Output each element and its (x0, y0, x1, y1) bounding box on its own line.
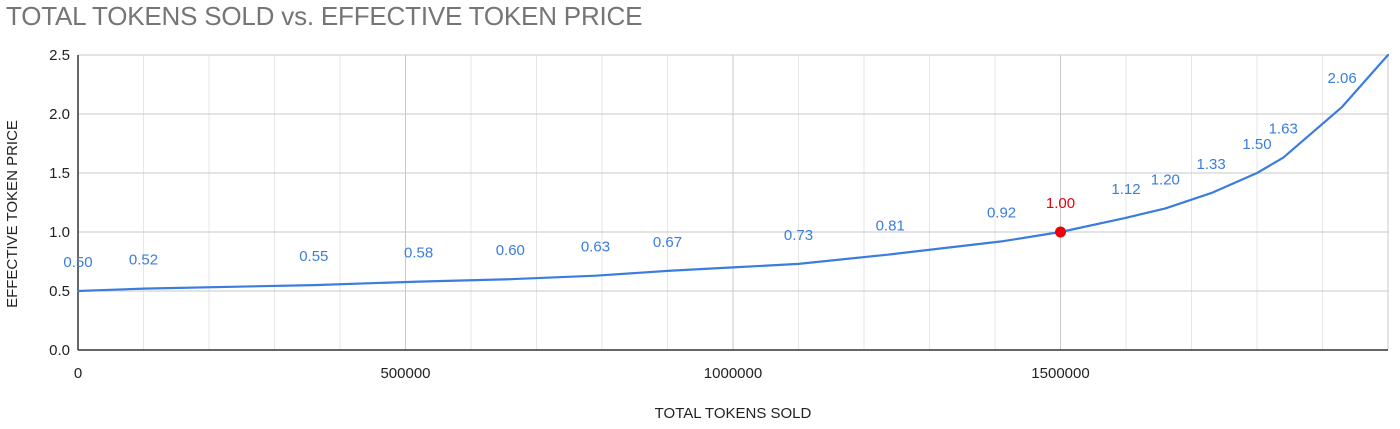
axes (77, 55, 1388, 351)
series-line (76, 53, 1390, 293)
data-label: 0.73 (784, 227, 813, 244)
data-label: 1.33 (1197, 156, 1226, 173)
data-label: 1.63 (1269, 121, 1298, 138)
data-label: 1.00 (1046, 195, 1075, 212)
data-label: 0.81 (876, 217, 905, 234)
data-label: 0.52 (129, 252, 158, 269)
x-tick-label: 1000000 (704, 365, 762, 382)
chart-title: TOTAL TOKENS SOLD vs. EFFECTIVE TOKEN PR… (6, 1, 643, 31)
data-label: 0.60 (496, 242, 525, 259)
data-label: 0.63 (581, 239, 610, 256)
y-tick-label: 1.5 (49, 165, 70, 182)
data-label: 0.58 (404, 245, 433, 262)
data-label: 0.55 (299, 248, 328, 265)
data-label: 0.50 (63, 254, 92, 271)
tick-labels: 0 500000 1000000 1500000 0.0 0.5 1.0 1.5 2.0 2.5 (49, 47, 1090, 382)
series-line-path (76, 53, 1390, 293)
data-labels: 0.50 0.52 0.55 0.58 0.60 0.63 0.67 0.73 0.81 0.92… (63, 70, 1356, 271)
y-tick-label: 1.0 (49, 224, 70, 241)
x-axis-title: TOTAL TOKENS SOLD (655, 405, 812, 422)
data-label: 1.20 (1151, 171, 1180, 188)
data-label: 0.92 (987, 204, 1016, 221)
y-tick-label: 0.5 (49, 283, 70, 300)
x-tick-label: 0 (74, 365, 82, 382)
highlight-point (1055, 226, 1066, 238)
y-axis-title: EFFECTIVE TOKEN PRICE (4, 120, 21, 308)
y-tick-label: 2.5 (49, 47, 70, 64)
data-label: 1.50 (1242, 136, 1271, 153)
y-tick-label: 2.0 (49, 106, 70, 123)
grid-lines (78, 54, 1389, 350)
data-label: 1.12 (1111, 181, 1140, 198)
x-tick-label: 500000 (380, 365, 430, 382)
y-tick-label: 0.0 (49, 342, 70, 359)
x-tick-label: 1500000 (1031, 365, 1089, 382)
data-label: 0.67 (653, 234, 682, 251)
data-label: 2.06 (1328, 70, 1357, 87)
